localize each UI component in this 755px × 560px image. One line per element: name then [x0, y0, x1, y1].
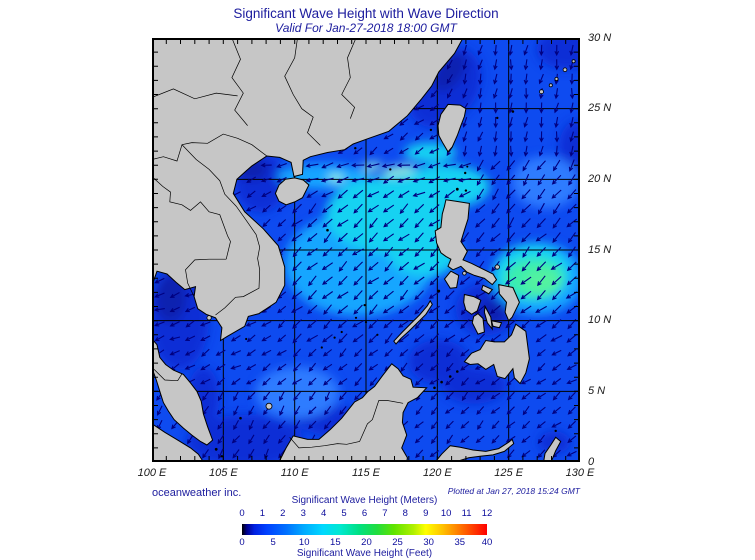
- colorbar-feet-tick-0: 0: [239, 537, 245, 548]
- land-sulawesi: [434, 438, 515, 462]
- colorbar-meters-tick-1: 1: [259, 508, 266, 519]
- land-panay: [463, 293, 482, 315]
- colorbar-feet-tick-25: 25: [392, 537, 403, 548]
- land-palawan: [393, 299, 433, 345]
- land-negros: [471, 312, 485, 335]
- colorbar-meters-tick-9: 9: [423, 508, 429, 519]
- wave-direction-arrows: [153, 44, 578, 460]
- land-malay: [152, 338, 214, 446]
- land-cebu: [483, 304, 494, 331]
- land-bohol: [490, 320, 503, 329]
- land-borneo: [278, 363, 428, 462]
- chart-title: Significant Wave Height with Wave Direct…: [233, 6, 499, 21]
- lat-tick-label-0: 0: [588, 455, 595, 468]
- lon-tick-label-115E: 115 E: [352, 467, 380, 479]
- colorbar-gradient: [242, 524, 487, 535]
- colorbar-label-meters: Significant Wave Height (Meters): [291, 495, 438, 506]
- land-luzon: [434, 199, 498, 286]
- map-border: [152, 38, 580, 462]
- small-islands: [206, 59, 576, 458]
- colorbar-meters-tick-3: 3: [300, 508, 306, 519]
- colorbar-feet-tick-35: 35: [454, 537, 466, 548]
- colorbar-meters-tick-0: 0: [239, 508, 245, 519]
- chart-subtitle: Valid For Jan-27-2018 18:00 GMT: [275, 21, 457, 35]
- colorbar-meters-tick-2: 2: [280, 508, 286, 519]
- land-samar: [498, 283, 520, 322]
- colorbar-meters-tick-7: 7: [382, 508, 388, 519]
- land-sumatra: [152, 423, 204, 462]
- lon-tick-label-120E: 120 E: [422, 467, 452, 479]
- colorbar-meters-tick-4: 4: [321, 508, 327, 519]
- plotted-timestamp: Plotted at Jan 27, 2018 15:24 GMT: [447, 486, 580, 496]
- land-indochina: [152, 38, 464, 342]
- colorbar-label-feet: Significant Wave Height (Feet): [296, 548, 433, 559]
- colorbar-feet-tick-30: 30: [423, 537, 434, 548]
- lon-tick-label-130E: 130 E: [565, 467, 595, 479]
- colorbar-meters-tick-10: 10: [440, 508, 452, 519]
- land-mindoro: [443, 270, 460, 289]
- lat-tick-label-15N: 15 N: [588, 243, 612, 256]
- land-taiwan: [437, 103, 467, 153]
- colorbar-meters-tick-5: 5: [341, 508, 347, 519]
- landmass-layer: [152, 38, 562, 462]
- colorbar-feet-tick-5: 5: [270, 537, 276, 548]
- land-hainan: [274, 177, 310, 206]
- lat-tick-label-30N: 30 N: [588, 31, 612, 44]
- lon-tick-label-125E: 125 E: [494, 467, 524, 479]
- colorbar-feet-tick-40: 40: [481, 537, 493, 548]
- colorbar-feet-tick-20: 20: [361, 537, 372, 548]
- lat-tick-label-5N: 5 N: [588, 384, 606, 397]
- lat-tick-label-10N: 10 N: [588, 314, 612, 327]
- wave-height-map: [152, 38, 580, 462]
- land-mindanao: [463, 323, 530, 385]
- colorbar-feet-tick-15: 15: [330, 537, 341, 548]
- oceanweather-credit: oceanweather inc.: [152, 487, 242, 499]
- lat-tick-label-25N: 25 N: [588, 102, 612, 115]
- map-frame: [152, 38, 580, 462]
- colorbar-meters-tick-12: 12: [481, 508, 493, 519]
- colorbar-meters-tick-8: 8: [402, 508, 408, 519]
- lon-tick-label-110E: 110 E: [280, 467, 309, 479]
- colorbar-feet-tick-10: 10: [298, 537, 310, 548]
- lat-tick-label-20N: 20 N: [588, 172, 612, 185]
- colorbar-meters-tick-6: 6: [361, 508, 368, 519]
- country-borders: [152, 38, 404, 449]
- land-masbate: [481, 284, 494, 295]
- lon-tick-label-100E: 100 E: [137, 467, 167, 479]
- colorbar-meters-tick-11: 11: [461, 508, 472, 519]
- lon-tick-label-105E: 105 E: [208, 467, 238, 479]
